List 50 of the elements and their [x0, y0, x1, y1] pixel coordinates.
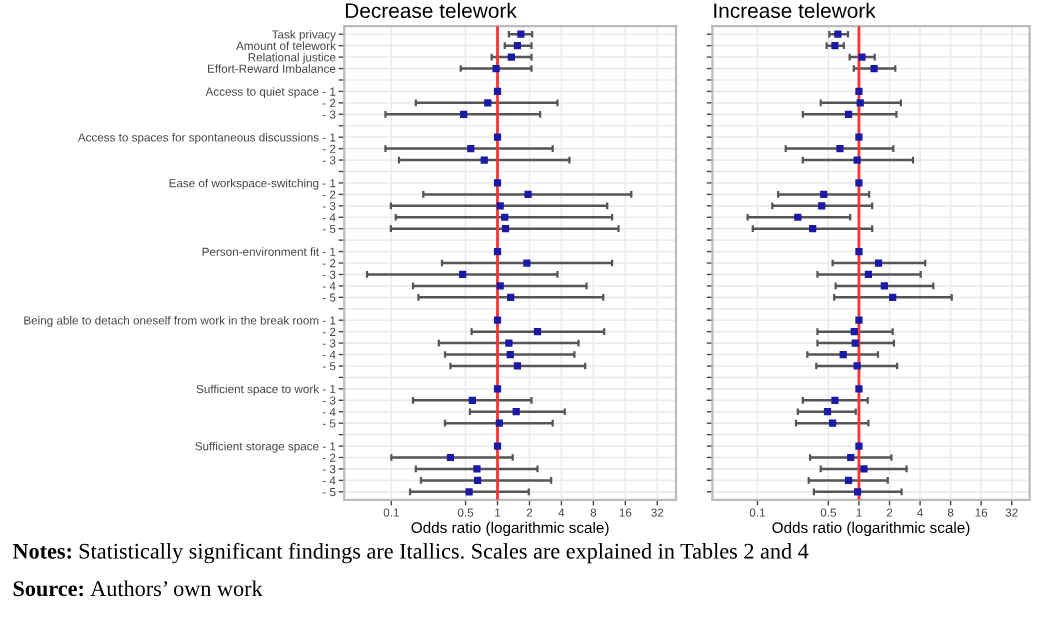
- chart-title: Decrease telework: [345, 2, 517, 19]
- point: [501, 225, 510, 233]
- point: [517, 30, 525, 38]
- point: [493, 316, 502, 324]
- point: [493, 179, 502, 187]
- point: [853, 156, 861, 164]
- point: [492, 64, 500, 73]
- point: [496, 282, 504, 290]
- point: [856, 99, 864, 107]
- point: [855, 133, 863, 141]
- point: [501, 213, 509, 221]
- point: [493, 247, 502, 256]
- point: [855, 179, 863, 187]
- point: [855, 385, 863, 393]
- point: [858, 53, 866, 61]
- point: [493, 133, 502, 141]
- point: [505, 339, 513, 347]
- point: [513, 42, 522, 50]
- point: [831, 42, 839, 50]
- point: [853, 362, 861, 370]
- chart-title: Increase telework: [714, 2, 876, 19]
- point: [512, 408, 520, 416]
- point: [831, 396, 839, 404]
- point: [507, 53, 515, 61]
- point: [851, 339, 859, 347]
- point: [844, 110, 853, 118]
- point: [847, 453, 855, 462]
- point: [855, 87, 863, 96]
- point: [513, 362, 522, 370]
- text: Notes: Statistically significant findings are Itallics. Scales are explained in Tables 2 and 4: [12, 542, 809, 564]
- point: [860, 465, 868, 473]
- point: [836, 145, 844, 153]
- point: [484, 99, 492, 107]
- point: [853, 488, 862, 496]
- point: [855, 247, 863, 256]
- point: [493, 385, 502, 393]
- point: [507, 293, 515, 301]
- point: [850, 328, 858, 336]
- point: [844, 476, 853, 484]
- source-note: Source: Authors’ own work: [13, 580, 263, 597]
- point: [855, 316, 863, 324]
- point: [493, 442, 502, 450]
- point: [493, 87, 502, 96]
- point: [834, 30, 842, 38]
- point: [496, 202, 504, 210]
- point: [495, 419, 503, 427]
- point: [506, 350, 514, 359]
- point: [828, 419, 837, 427]
- point: [839, 350, 847, 359]
- point: [855, 442, 863, 450]
